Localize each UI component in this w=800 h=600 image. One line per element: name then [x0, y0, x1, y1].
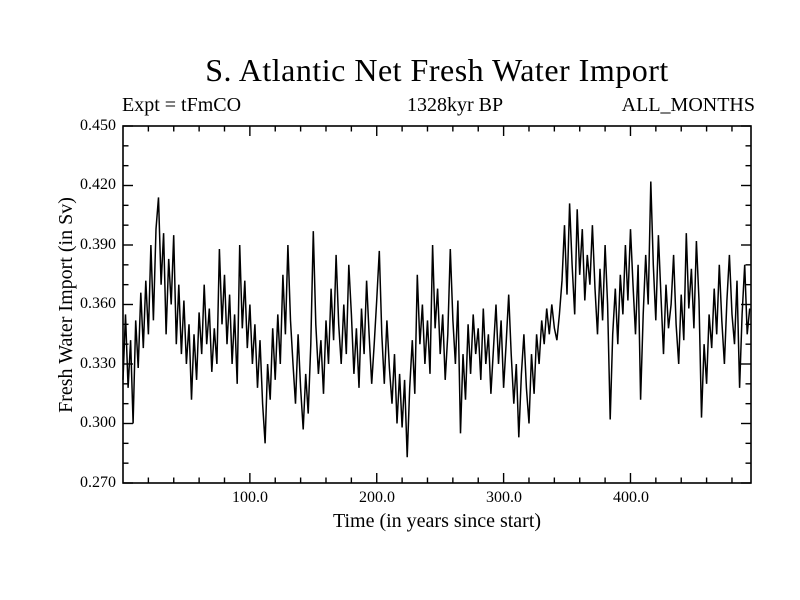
y-tick-label: 0.420 — [80, 176, 116, 193]
y-tick-label: 0.300 — [80, 414, 116, 431]
y-tick-label: 0.450 — [80, 117, 116, 134]
y-axis-title: Fresh Water Import (in Sv) — [55, 197, 77, 413]
y-tick-label: 0.390 — [80, 236, 116, 253]
x-tick-label: 100.0 — [232, 489, 268, 506]
months-label: ALL_MONTHS — [621, 94, 755, 116]
x-tick-label: 300.0 — [486, 489, 522, 506]
y-tick-label: 0.330 — [80, 355, 116, 372]
y-tick-label: 0.360 — [80, 295, 116, 312]
chart-title: S. Atlantic Net Fresh Water Import — [205, 52, 669, 88]
time-bp-label: 1328kyr BP — [406, 94, 504, 116]
x-tick-label: 200.0 — [359, 489, 395, 506]
x-tick-label: 400.0 — [613, 489, 649, 506]
x-axis-title: Time (in years since start) — [332, 510, 542, 532]
data-line — [122, 181, 751, 458]
y-tick-label: 0.270 — [80, 474, 116, 491]
experiment-label: Expt = tFmCO — [122, 94, 242, 116]
